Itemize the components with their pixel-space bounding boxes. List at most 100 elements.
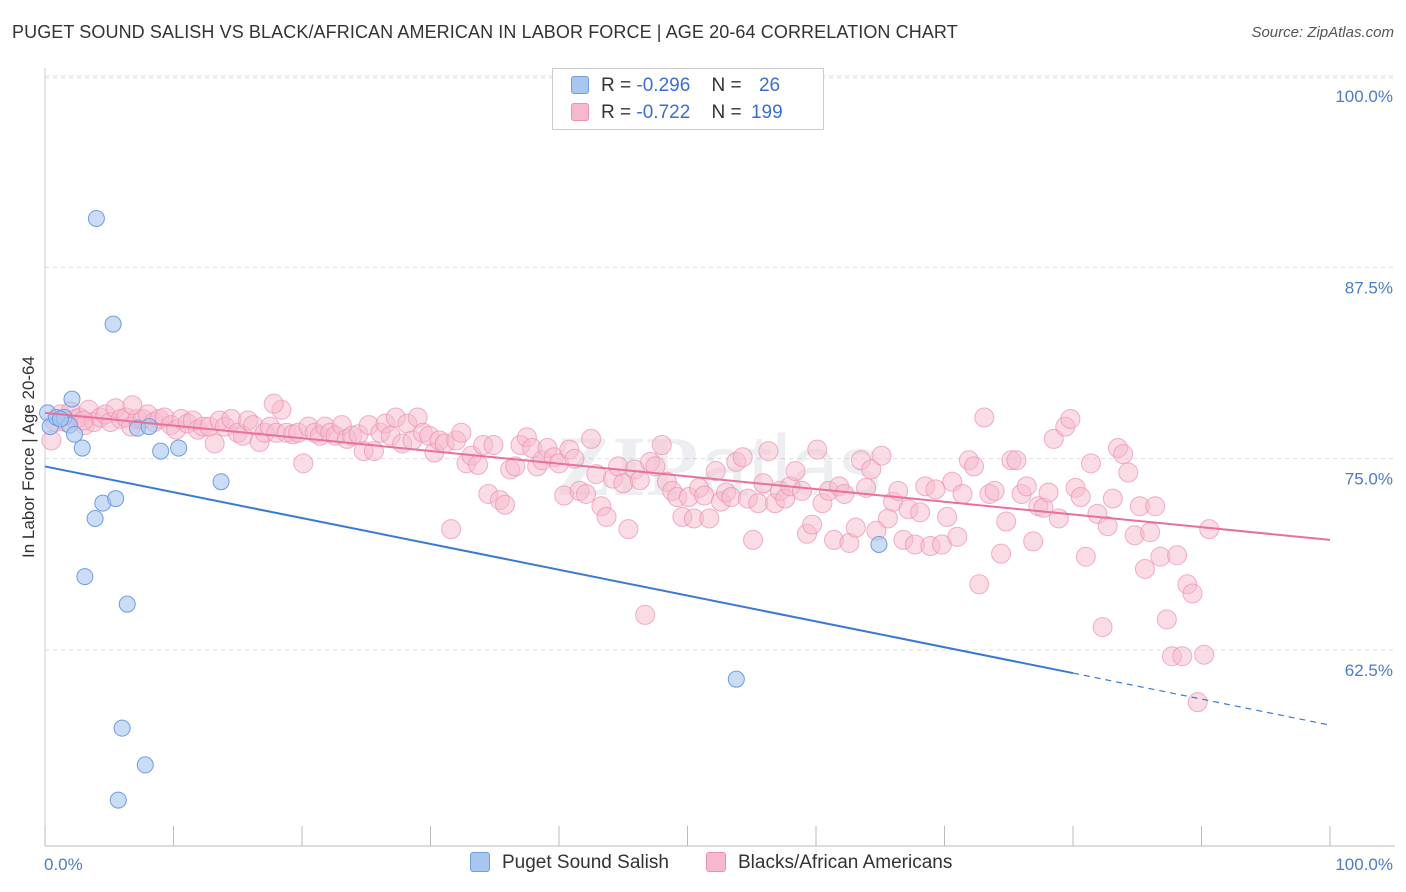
data-point-blacks-african-americans — [964, 456, 985, 477]
data-point-blacks-african-americans — [1134, 558, 1155, 579]
legend-n-label: N = — [711, 75, 742, 96]
data-point-blacks-african-americans — [1167, 545, 1188, 566]
data-point-puget-sound-salish — [152, 442, 170, 460]
chart-source: Source: ZipAtlas.com — [1251, 24, 1394, 41]
legend-series-name: Blacks/African Americans — [738, 852, 953, 873]
data-point-blacks-african-americans — [608, 456, 629, 477]
data-point-blacks-african-americans — [1145, 496, 1166, 517]
y-tick-label: 62.5% — [1345, 661, 1393, 680]
data-point-blacks-african-americans — [974, 407, 995, 428]
data-point-blacks-african-americans — [984, 480, 1005, 501]
legend-swatch-pink — [571, 103, 589, 121]
data-point-puget-sound-salish — [140, 418, 158, 436]
data-point-puget-sound-salish — [212, 473, 230, 491]
data-point-blacks-african-americans — [947, 526, 968, 547]
data-point-puget-sound-salish — [76, 568, 94, 586]
data-point-blacks-african-americans — [807, 439, 828, 460]
data-point-blacks-african-americans — [877, 508, 898, 529]
trend-lines — [44, 411, 1331, 726]
data-point-blacks-african-americans — [785, 461, 806, 482]
data-point-blacks-african-americans — [1070, 487, 1091, 508]
data-point-blacks-african-americans — [1023, 531, 1044, 552]
data-point-puget-sound-salish — [87, 209, 105, 227]
data-point-puget-sound-salish — [870, 535, 888, 553]
data-point-blacks-african-americans — [1097, 516, 1118, 537]
data-point-blacks-african-americans — [1194, 644, 1215, 665]
legend-row-puget-sound-salish: R = -0.296 N = 26 — [571, 75, 780, 99]
data-point-blacks-african-americans — [791, 480, 812, 501]
data-point-blacks-african-americans — [952, 483, 973, 504]
data-point-blacks-african-americans — [1172, 646, 1193, 667]
data-point-puget-sound-salish — [66, 425, 84, 443]
data-point-blacks-african-americans — [1156, 609, 1177, 630]
legend-r-label: R = — [601, 102, 632, 123]
data-point-blacks-african-americans — [937, 506, 958, 527]
legend-series-name: Puget Sound Salish — [502, 852, 669, 873]
data-point-blacks-african-americans — [1102, 488, 1123, 509]
data-point-blacks-african-americans — [699, 508, 720, 529]
data-point-blacks-african-americans — [861, 459, 882, 480]
chart-title: PUGET SOUND SALISH VS BLACK/AFRICAN AMER… — [12, 22, 958, 42]
data-point-blacks-african-americans — [122, 395, 143, 416]
data-point-blacks-african-americans — [651, 434, 672, 455]
legend-n-value: 26 — [758, 75, 781, 96]
data-point-blacks-african-americans — [1140, 522, 1161, 543]
data-point-blacks-african-americans — [705, 461, 726, 482]
data-point-blacks-african-americans — [1118, 462, 1139, 483]
y-tick-label: 75.0% — [1345, 470, 1393, 489]
legend-row-blacks-african-americans: R = -0.722 N = 199 — [571, 102, 783, 126]
data-point-blacks-african-americans — [1038, 482, 1059, 503]
data-point-blacks-african-americans — [618, 519, 639, 540]
data-point-blacks-african-americans — [645, 456, 666, 477]
data-point-blacks-african-americans — [1043, 428, 1064, 449]
data-point-puget-sound-salish — [118, 595, 136, 613]
data-point-puget-sound-salish — [73, 439, 91, 457]
data-point-blacks-african-americans — [732, 447, 753, 468]
data-point-puget-sound-salish — [86, 509, 104, 527]
y-tick-labels: 100.0% 87.5% 75.0% 62.5% — [1335, 87, 1393, 680]
data-point-blacks-african-americans — [596, 506, 617, 527]
data-point-blacks-african-americans — [888, 480, 909, 501]
data-point-puget-sound-salish — [109, 791, 127, 809]
trend-line-puget-sound-salish — [44, 465, 1074, 675]
legend-n-value: 199 — [750, 102, 783, 123]
legend-swatch-blue — [470, 852, 490, 872]
data-point-blacks-african-americans — [991, 543, 1012, 564]
series-blacks-african-americans-points — [41, 393, 1220, 713]
trend-line-blacks-african-americans — [44, 411, 1331, 541]
grid-lines — [45, 75, 1395, 651]
x-tick-label-max: 100.0% — [1335, 855, 1393, 874]
data-point-blacks-african-americans — [441, 519, 462, 540]
data-point-puget-sound-salish — [727, 670, 745, 688]
data-point-blacks-african-americans — [629, 470, 650, 491]
data-point-blacks-african-americans — [743, 529, 764, 550]
data-point-blacks-african-americans — [1075, 546, 1096, 567]
data-point-puget-sound-salish — [107, 490, 125, 508]
data-point-blacks-african-americans — [1092, 617, 1113, 638]
data-point-blacks-african-americans — [505, 456, 526, 477]
data-point-blacks-african-americans — [468, 454, 489, 475]
bottom-legend-blacks-african-americans: Blacks/African Americans — [706, 852, 952, 874]
data-point-puget-sound-salish — [136, 756, 154, 774]
data-point-puget-sound-salish — [113, 719, 131, 737]
data-point-blacks-african-americans — [1016, 476, 1037, 497]
data-point-blacks-african-americans — [845, 517, 866, 538]
data-point-blacks-african-americans — [635, 604, 656, 625]
data-point-blacks-african-americans — [910, 502, 931, 523]
data-point-blacks-african-americans — [834, 483, 855, 504]
data-point-blacks-african-americans — [1060, 408, 1081, 429]
legend-swatch-pink — [706, 852, 726, 872]
legend-r-label: R = — [601, 75, 632, 96]
legend-r-value: -0.722 — [636, 102, 691, 123]
data-point-blacks-african-americans — [1187, 692, 1208, 713]
y-tick-label: 87.5% — [1345, 278, 1393, 297]
stats-legend: R = -0.296 N = 26 R = -0.722 N = 199 — [552, 68, 824, 130]
data-point-blacks-african-americans — [996, 511, 1017, 532]
data-point-blacks-african-americans — [1113, 444, 1134, 465]
bottom-legend-puget-sound-salish: Puget Sound Salish — [470, 852, 669, 874]
y-axis-label: In Labor Force | Age 20-64 — [19, 356, 38, 558]
data-point-blacks-african-americans — [758, 441, 779, 462]
data-point-blacks-african-americans — [721, 487, 742, 508]
data-point-blacks-african-americans — [748, 493, 769, 514]
data-point-blacks-african-americans — [802, 514, 823, 535]
